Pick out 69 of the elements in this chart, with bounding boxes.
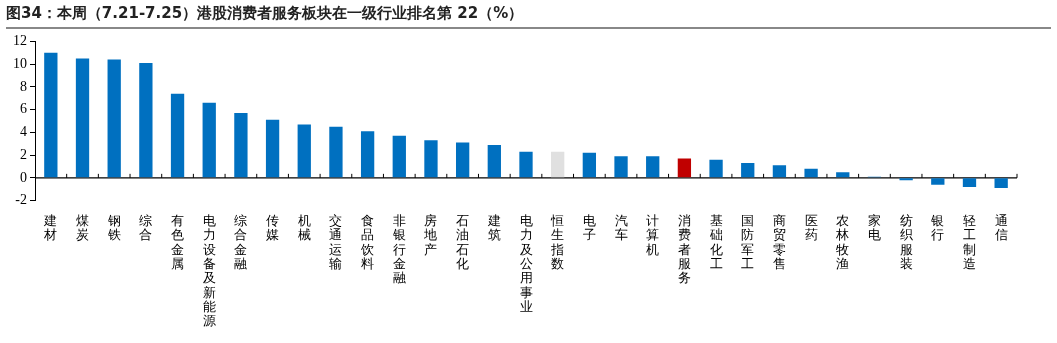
- bar: [519, 151, 533, 178]
- x-tick-label: 银行: [930, 213, 945, 243]
- bar: [962, 178, 977, 187]
- bar: [265, 119, 280, 178]
- bar: [75, 58, 90, 178]
- bar: [931, 178, 945, 185]
- x-tick-label: 基础化工: [708, 213, 723, 272]
- bar: [107, 59, 121, 178]
- y-tick-label: 0: [20, 169, 27, 185]
- x-tick-label: 建材: [43, 213, 58, 243]
- x-tick-label: 房地产: [423, 213, 438, 257]
- bar: [392, 135, 406, 178]
- x-tick-label: 纺织服装: [899, 213, 913, 272]
- y-tick-label: 2: [20, 146, 27, 162]
- bar: [836, 172, 850, 178]
- y-tick-label: 8: [20, 78, 27, 94]
- x-tick-label: 非银行金融: [391, 213, 406, 286]
- x-tick-label: 电子: [582, 213, 596, 243]
- x-tick-label: 农林牧渔: [835, 213, 850, 272]
- x-tick-label: 电力设备及新能源: [202, 213, 216, 329]
- x-tick-label: 恒生指数: [550, 213, 565, 272]
- bar: [202, 102, 216, 178]
- y-tick-label: 10: [13, 55, 27, 71]
- y-tick-label: 4: [20, 124, 27, 140]
- x-tick-label: 综合金融: [234, 213, 248, 272]
- x-tick-label: 石油石化: [456, 213, 470, 272]
- x-tick-label: 消费者服务: [677, 213, 691, 286]
- x-tick-label: 家电: [867, 213, 881, 243]
- bar: [646, 156, 660, 178]
- x-tick-label: 建筑: [486, 213, 501, 243]
- bar: [551, 151, 565, 178]
- x-tick-label: 计算机: [646, 213, 660, 257]
- x-tick-label: 轻工制造: [962, 213, 976, 272]
- x-tick-label: 食品饮料: [360, 213, 375, 272]
- x-tick-label: 钢铁: [106, 213, 121, 243]
- bar: [677, 158, 692, 178]
- bar: [424, 140, 438, 178]
- bar: [741, 163, 755, 178]
- bar: [234, 113, 248, 178]
- bar: [139, 63, 153, 178]
- x-tick-label: 煤炭: [76, 213, 90, 243]
- chart-title: 图34：本周（7.21-7.25）港股消费者服务板块在一级行业排名第 22（%）: [6, 4, 1051, 29]
- x-tick-label: 通信: [994, 213, 1008, 243]
- y-tick-label: 6: [20, 101, 27, 117]
- bar: [170, 93, 185, 178]
- bar: [582, 152, 597, 178]
- y-tick-label: -2: [15, 192, 27, 208]
- bar: [297, 124, 311, 178]
- x-tick-label: 有色金属: [171, 213, 185, 272]
- x-tick-label: 机械: [297, 213, 311, 243]
- x-tick-label: 交通运输: [329, 213, 343, 272]
- x-tick-label: 电力及公用事业: [519, 213, 533, 314]
- bar: [614, 156, 628, 178]
- bar: [772, 165, 787, 178]
- bar: [487, 144, 501, 178]
- bar: [360, 131, 375, 178]
- x-tick-label: 传媒: [266, 213, 280, 243]
- bar: [994, 178, 1008, 189]
- x-tick-label: 汽车: [614, 213, 628, 243]
- x-tick-label: 国防军工: [741, 213, 755, 272]
- bar: [804, 168, 818, 178]
- x-tick-label: 商贸零售: [772, 213, 786, 272]
- y-tick-label: 12: [13, 33, 27, 49]
- x-tick-label: 医药: [804, 213, 818, 243]
- bar: [329, 126, 343, 178]
- bar: [44, 52, 58, 178]
- bar: [455, 142, 470, 178]
- x-tick-label: 综合: [139, 213, 153, 243]
- bar: [709, 159, 723, 178]
